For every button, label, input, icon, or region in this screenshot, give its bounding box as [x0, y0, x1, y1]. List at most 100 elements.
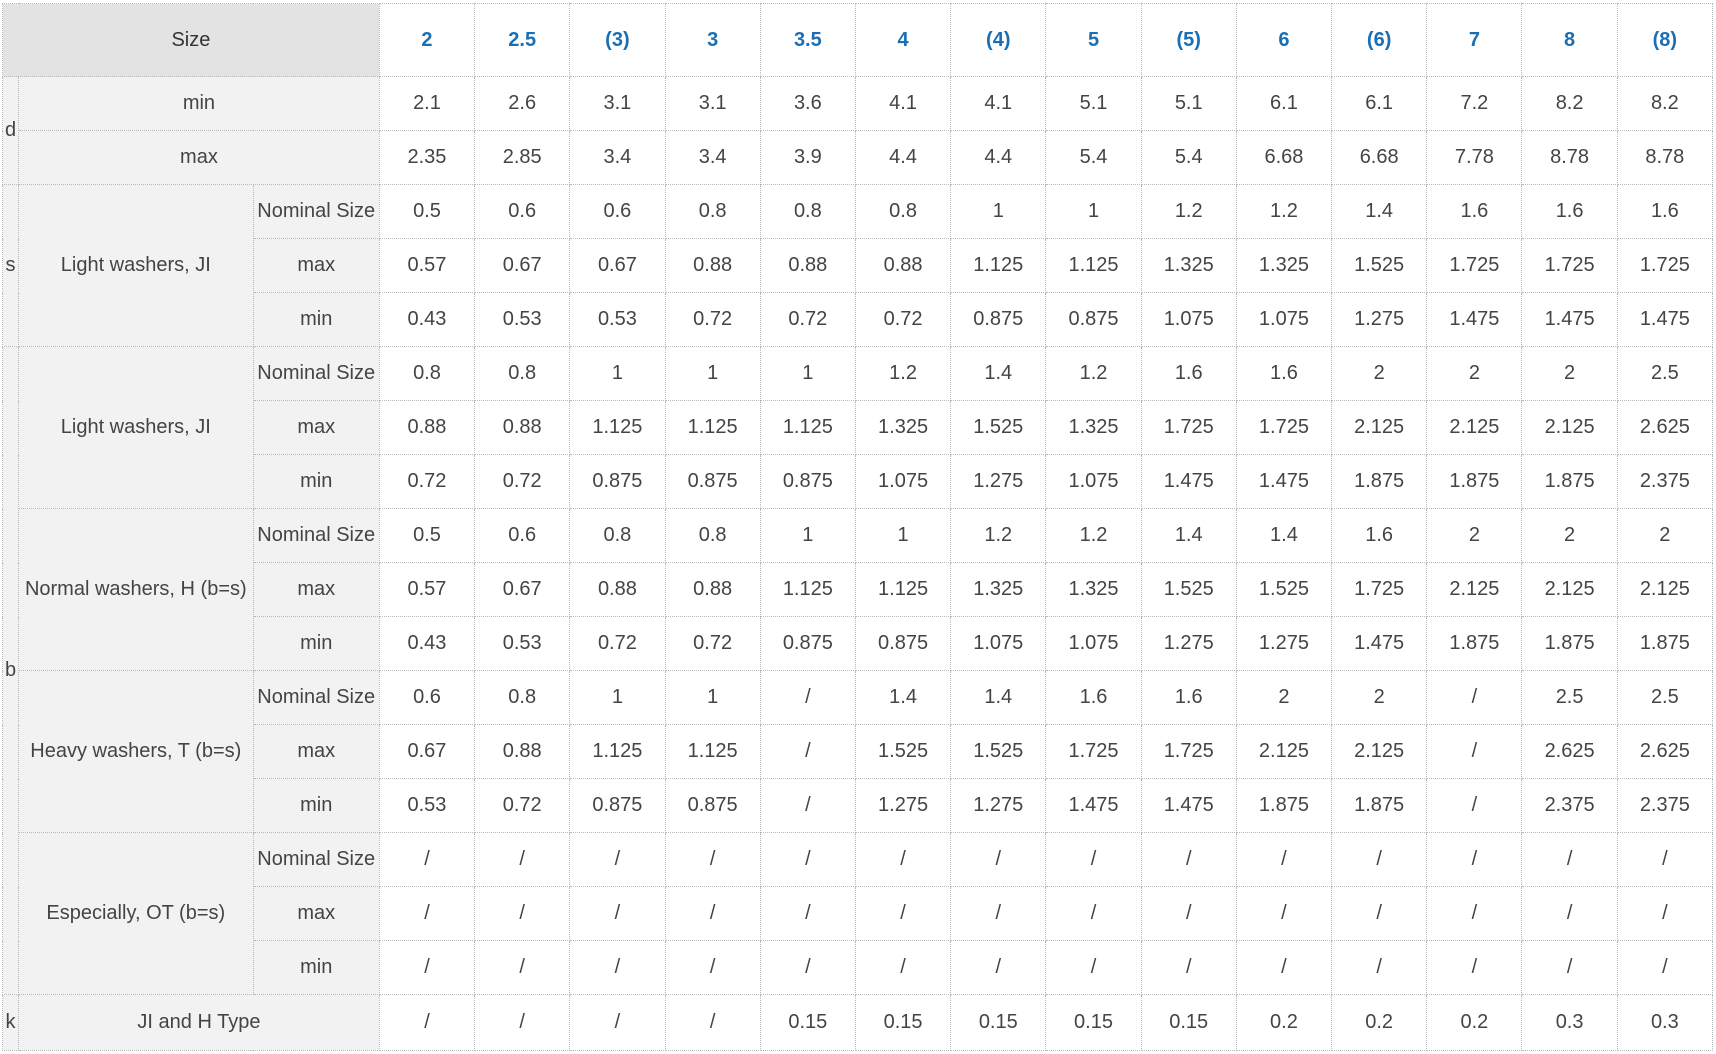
table-row: min 0.53 0.72 0.875 0.875/1.275 1.275 1.475 1.4… [3, 778, 1714, 833]
table-cell: 0.8 [378, 346, 476, 401]
table-cell: 0.67 [474, 238, 571, 293]
table-cell: 6.68 [1235, 130, 1333, 185]
table-cell: 0.72 [664, 616, 761, 671]
header-row: Size 2 2.5 (3) 3 3.5 4 (4) 5 (5) 6 (6) 7 8 (8) [2, 3, 1714, 77]
table-cell: / [1140, 886, 1237, 941]
table-cell: / [1616, 940, 1714, 995]
table-cell: 4.4 [854, 130, 952, 185]
table-cell: 1.275 [1235, 616, 1333, 671]
table-cell: 5.4 [1045, 130, 1142, 185]
table-cell: 1.275 [1140, 616, 1237, 671]
symbol-s: s [1, 184, 20, 347]
table-cell: / [378, 940, 476, 995]
size-header: Size [2, 3, 380, 77]
table-cell: 0.8 [664, 184, 761, 239]
table-cell: 1.475 [1140, 778, 1237, 833]
row-label: min [252, 940, 380, 995]
table-body: d min 2.1 2.6 3.1 3.1 3.6 4.1 4.1 5.1 5.1 6.1 6.1 7.2… [1, 76, 1714, 1051]
row-label: max [18, 130, 380, 185]
table-cell: 8.2 [1521, 76, 1618, 131]
table-cell: 6.1 [1235, 76, 1333, 131]
table-cell: / [1616, 886, 1714, 941]
table-cell: / [1426, 832, 1523, 887]
table-cell: 1.4 [854, 670, 952, 725]
table-cell: / [569, 994, 666, 1051]
table-cell: 1.725 [1235, 400, 1333, 455]
table-cell: 0.43 [378, 616, 476, 671]
table-cell: 1.875 [1616, 616, 1714, 671]
table-cell: 1.2 [1045, 346, 1142, 401]
table-cell: 1.725 [1331, 562, 1428, 617]
table-cell: 2.625 [1616, 400, 1714, 455]
table-cell: 0.88 [474, 724, 571, 779]
table-row: s Light washers, JI Nominal Size 0.5 0.6 0.6 0… [1, 184, 1714, 347]
table-cell: 1.525 [950, 400, 1047, 455]
table-cell: 0.15 [759, 994, 856, 1051]
table-cell: 1.725 [1045, 724, 1142, 779]
table-cell: 0.72 [474, 454, 571, 509]
table-cell: 0.53 [569, 292, 666, 347]
table-cell: 0.43 [378, 292, 476, 347]
table-cell: 2.6 [474, 76, 571, 131]
table-cell: 1.275 [854, 778, 952, 833]
table-cell: 0.6 [569, 184, 666, 239]
size-column-header: 8 [1521, 3, 1618, 77]
table-cell: 2.125 [1426, 562, 1523, 617]
table-cell: 0.875 [950, 292, 1047, 347]
table-cell: 0.6 [474, 508, 571, 563]
table-cell: 1.475 [1045, 778, 1142, 833]
table-cell: / [569, 940, 666, 995]
table-cell: / [950, 940, 1047, 995]
table-cell: 1.725 [1426, 238, 1523, 293]
table-cell: 1.525 [1140, 562, 1237, 617]
table-cell: 1 [569, 670, 666, 725]
table-cell: / [474, 886, 571, 941]
table-cell: 1.875 [1331, 454, 1428, 509]
table-cell: 2.85 [474, 130, 571, 185]
table-cell: 4.1 [854, 76, 952, 131]
table-cell: 1.475 [1140, 454, 1237, 509]
table-cell: 1.075 [950, 616, 1047, 671]
table-cell: 1.875 [1426, 616, 1523, 671]
table-cell: 1.325 [950, 562, 1047, 617]
size-column-header: 2.5 [474, 3, 571, 77]
table-cell: / [664, 940, 761, 995]
table-cell: / [474, 832, 571, 887]
table-cell: 1.275 [950, 778, 1047, 833]
table-cell: 1 [950, 184, 1047, 239]
table-cell: 6.68 [1331, 130, 1428, 185]
table-cell: / [759, 778, 856, 833]
table-cell: 1.725 [1140, 724, 1237, 779]
table-cell: / [1521, 886, 1618, 941]
table-cell: / [664, 994, 761, 1051]
table-cell: 1.075 [1045, 616, 1142, 671]
table-cell: 0.875 [664, 778, 761, 833]
table-cell: / [1426, 886, 1523, 941]
table-cell: 1.325 [1045, 562, 1142, 617]
table-cell: / [950, 832, 1047, 887]
table-cell: 0.53 [378, 778, 476, 833]
row-label: max [252, 238, 380, 293]
size-column-header: (5) [1140, 3, 1237, 77]
table-cell: 2 [1426, 508, 1523, 563]
table-row: min 0.43 0.53 0.53 0.72 0.72 0.72 0.875 0.875 1.0… [3, 292, 1714, 347]
table-cell: 1 [664, 346, 761, 401]
table-cell: 1.125 [759, 562, 856, 617]
table-cell: 2 [1426, 346, 1523, 401]
table-cell: 1.875 [1426, 454, 1523, 509]
table-cell: 2.125 [1235, 724, 1333, 779]
table-cell: / [759, 724, 856, 779]
table-cell: 3.9 [759, 130, 856, 185]
table-cell: 0.88 [474, 400, 571, 455]
table-cell: 0.88 [759, 238, 856, 293]
table-cell: 3.4 [664, 130, 761, 185]
table-cell: 2 [1521, 508, 1618, 563]
table-cell: 1.4 [950, 670, 1047, 725]
table-cell: 1.2 [1140, 184, 1237, 239]
group-label: Especially, OT (b=s) [18, 832, 254, 995]
table-cell: 2.125 [1616, 562, 1714, 617]
table-cell: 3.1 [569, 76, 666, 131]
table-cell: 1.4 [1235, 508, 1333, 563]
table-cell: 1.6 [1140, 670, 1237, 725]
table-cell: / [759, 886, 856, 941]
